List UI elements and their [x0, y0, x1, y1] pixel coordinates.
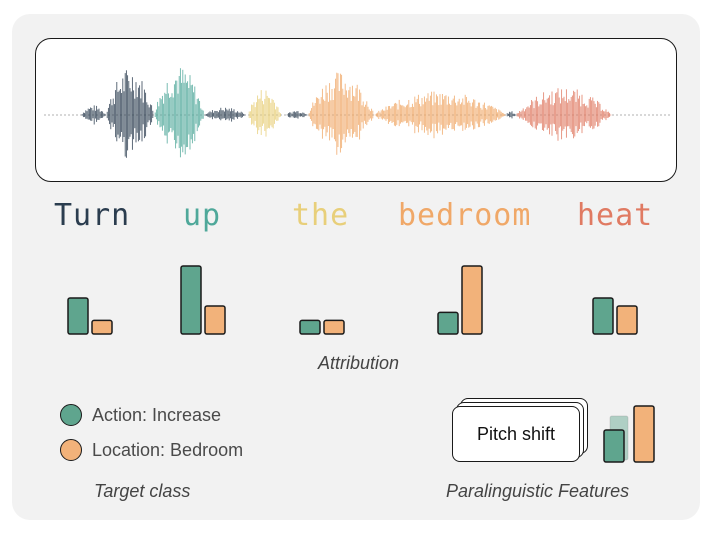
waveform-segment-3	[204, 107, 246, 122]
waveform-segment-6	[308, 72, 374, 155]
attribution-bars	[67, 265, 638, 335]
pitch-shift-stack: Pitch shift	[452, 398, 592, 468]
legend-location: Location: Bedroom	[60, 439, 243, 461]
bar-up-action	[180, 265, 202, 335]
front-bar-1	[633, 405, 655, 463]
bar-bedroom-location	[461, 265, 483, 335]
legend-location-label: Location: Bedroom	[92, 439, 244, 460]
pitch-shift-card: Pitch shift	[452, 406, 580, 462]
bar-heat-location	[616, 305, 638, 335]
target-class-caption: Target class	[94, 481, 191, 501]
legend-action-label: Action: Increase	[92, 404, 222, 425]
waveform-box	[35, 38, 677, 182]
waveform-segment-4	[248, 90, 281, 137]
waveform-segment-1	[106, 70, 154, 158]
bar-bedroom-action	[437, 311, 459, 335]
bar-the-action	[299, 319, 321, 335]
bar-Turn-location	[91, 319, 113, 335]
legend-action: Action: Increase	[60, 404, 221, 426]
word-bedroom: bedroom	[398, 198, 532, 233]
word-up: up	[183, 198, 222, 233]
pitch-shift-label: Pitch shift	[476, 423, 556, 444]
word-turn: Turn	[54, 198, 131, 233]
waveform-segment-7	[374, 91, 506, 139]
bar-the-location	[323, 319, 345, 335]
paralinguistic-caption: Paralinguistic Features	[446, 481, 630, 501]
shifted-attribution-icon	[603, 405, 655, 463]
attribution-caption: Attribution	[318, 353, 400, 373]
word-the: the	[292, 198, 350, 233]
front-bar-0	[603, 429, 625, 463]
waveform-segment-8	[506, 111, 517, 119]
waveform-segment-0	[81, 105, 106, 125]
word-heat: heat	[577, 198, 654, 233]
waveform	[44, 68, 670, 158]
bar-Turn-action	[67, 297, 89, 335]
waveform-segment-5	[286, 111, 309, 119]
bar-heat-action	[592, 297, 614, 335]
location-dot-icon	[60, 439, 82, 461]
action-dot-icon	[60, 404, 82, 426]
waveform-segment-9	[516, 88, 612, 141]
waveform-segment-2	[154, 68, 204, 158]
bar-up-location	[204, 305, 226, 335]
